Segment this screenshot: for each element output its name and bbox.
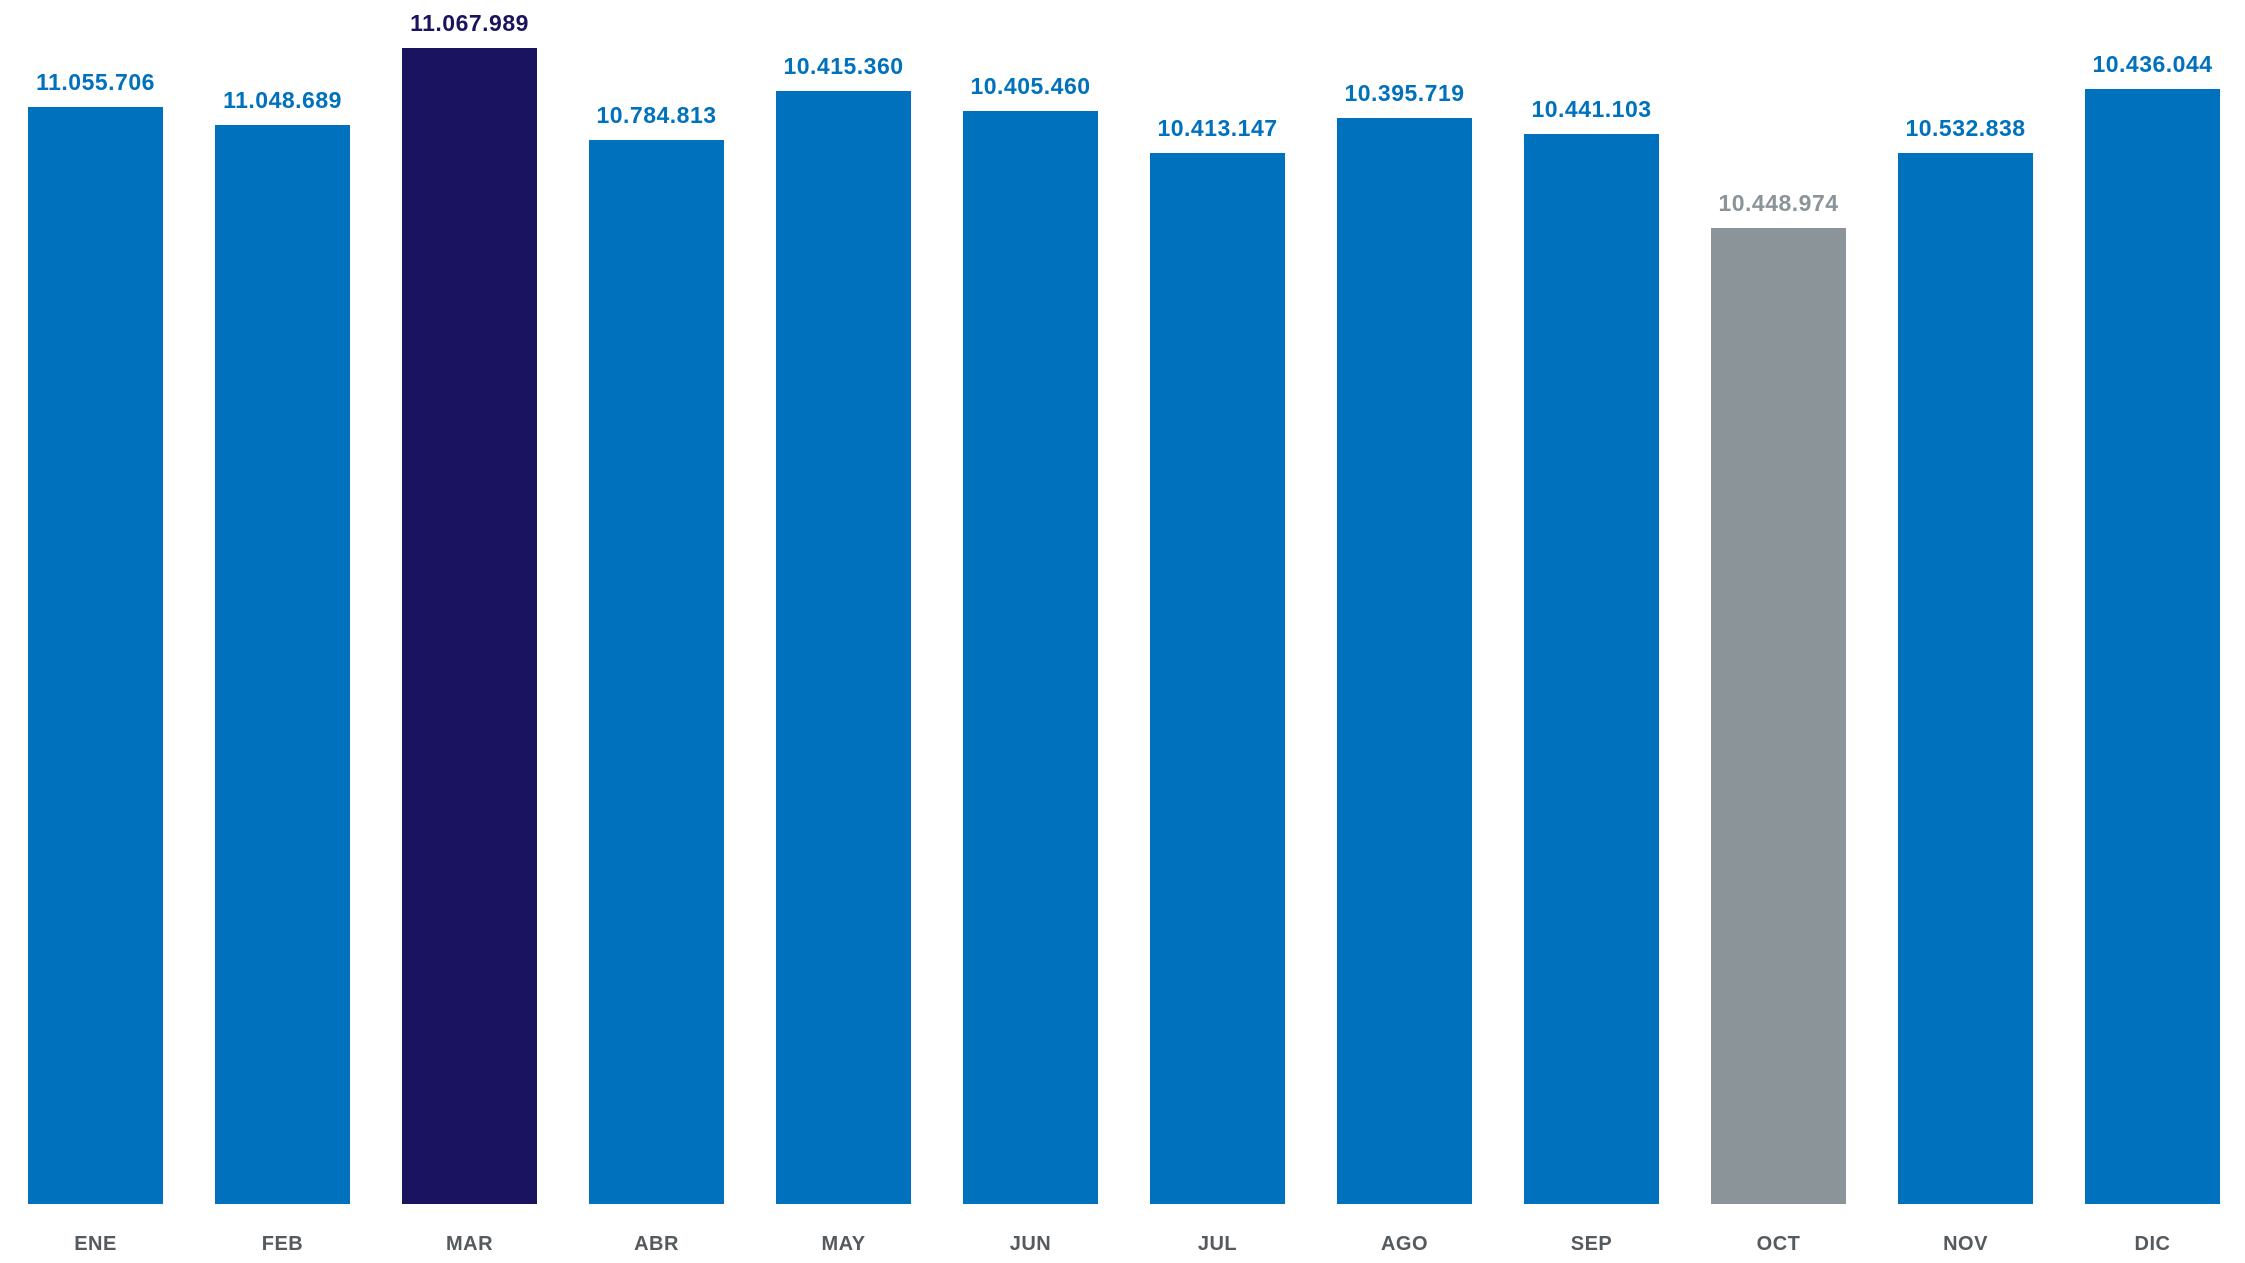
x-tick-jul: JUL [1198,1233,1237,1255]
bar-may [776,91,911,1204]
x-tick-feb: FEB [262,1233,304,1255]
x-tick-oct: OCT [1757,1233,1801,1255]
value-label-jun: 10.405.460 [970,73,1090,99]
value-label-dic: 10.436.044 [2092,51,2212,77]
bar-ago [1337,118,1472,1204]
value-label-ene: 11.055.706 [36,69,155,95]
x-tick-abr: ABR [634,1233,679,1255]
value-label-abr: 10.784.813 [596,102,716,128]
bar-dic [2085,89,2220,1204]
bars-group [28,48,2220,1204]
x-tick-ago: AGO [1381,1233,1428,1255]
x-tick-nov: NOV [1943,1233,1988,1255]
bar-mar [402,48,537,1204]
value-label-sep: 10.441.103 [1531,96,1651,122]
x-tick-jun: JUN [1010,1233,1052,1255]
value-labels-group: 11.055.706 11.048.689 11.067.989 10.784.813… [36,10,2212,216]
bar-jul [1150,153,1285,1204]
x-tick-ene: ENE [74,1233,117,1255]
value-label-jul: 10.413.147 [1157,115,1277,141]
value-label-oct: 10.448.974 [1718,190,1838,216]
bar-jun [963,111,1098,1204]
x-tick-mar: MAR [446,1233,493,1255]
x-tick-may: MAY [821,1233,865,1255]
value-label-ago: 10.395.719 [1344,80,1464,106]
bar-nov [1898,153,2033,1204]
bar-sep [1524,134,1659,1204]
bar-feb [215,125,350,1204]
value-label-feb: 11.048.689 [223,87,342,113]
bar-oct [1711,228,1846,1204]
x-tick-dic: DIC [2135,1233,2171,1255]
bar-abr [589,140,724,1204]
x-axis-tick-labels: ENE FEB MAR ABR MAY JUN JUL AGO SEP OCT NOV DIC [74,1233,2170,1255]
value-label-nov: 10.532.838 [1905,115,2025,141]
value-label-mar: 11.067.989 [410,10,529,36]
value-label-may: 10.415.360 [783,53,903,79]
bar-ene [28,107,163,1204]
x-tick-sep: SEP [1571,1233,1613,1255]
